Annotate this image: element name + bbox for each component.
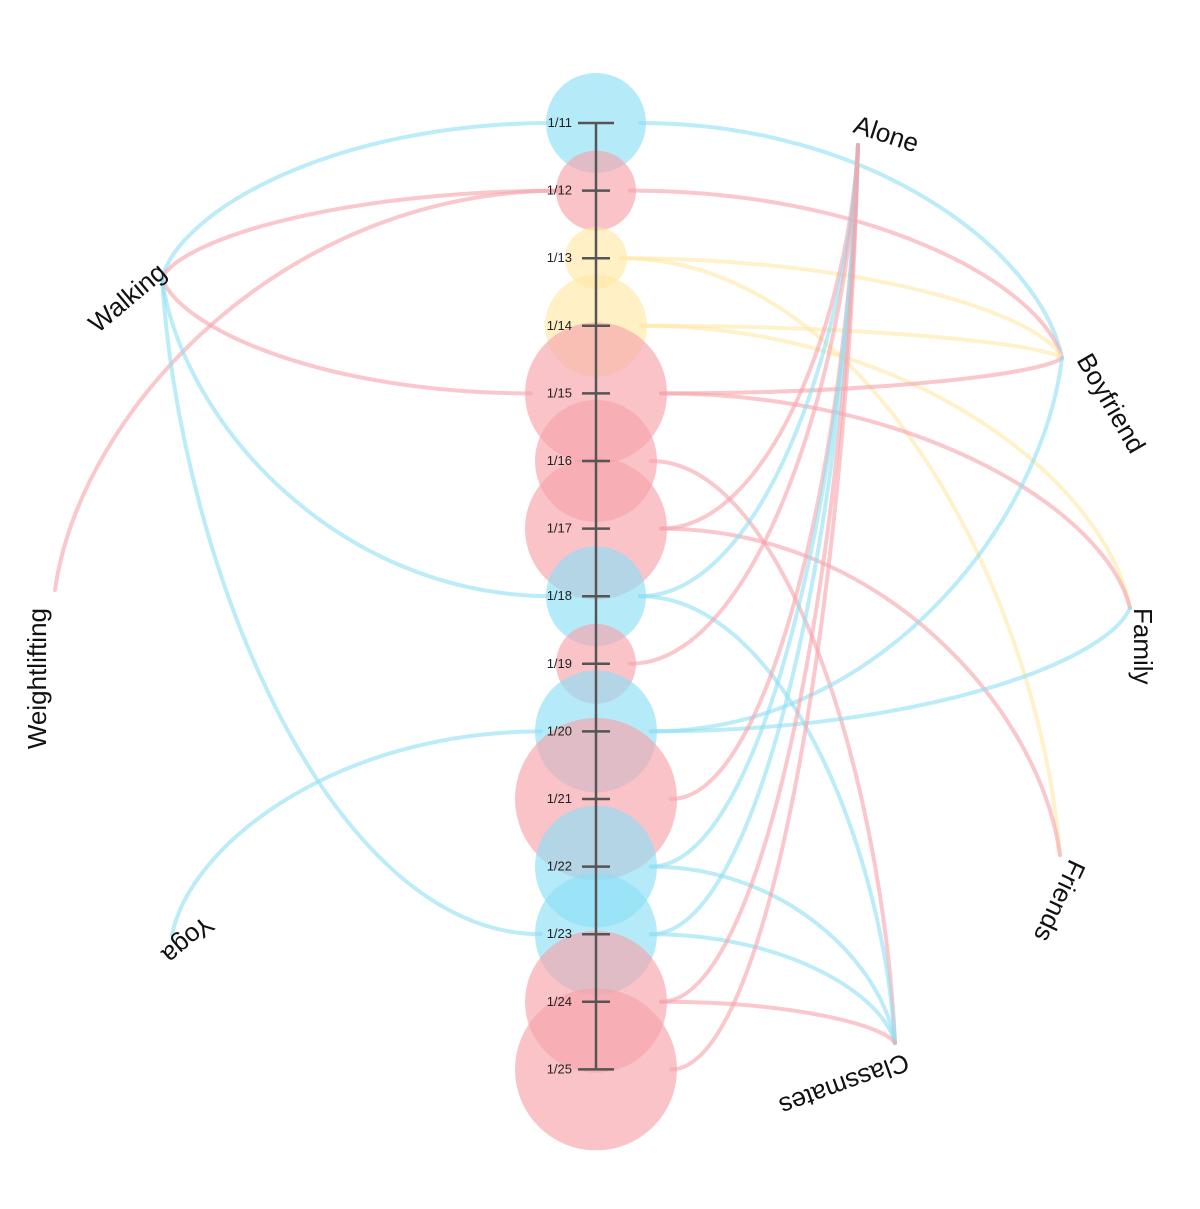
date-label-1-16: 1/16 [547,453,572,468]
link-1-23-walking [160,276,543,937]
link-1-22-classmates [649,864,897,1045]
date-label-1-22: 1/22 [547,859,572,874]
link-1-19-alone [628,143,860,666]
link-1-20-yoga [170,729,543,937]
link-1-25-alone [669,143,860,1072]
date-label-1-13: 1/13 [547,250,572,265]
link-1-20-boyfriend [649,356,1064,734]
date-label-1-18: 1/18 [547,588,572,603]
date-label-1-14: 1/14 [547,318,572,333]
date-label-1-20: 1/20 [547,723,572,738]
link-1-12-weightlifting [53,188,564,592]
date-label-1-17: 1/17 [547,521,572,536]
link-1-15-boyfriend [659,356,1064,396]
link-1-12-boyfriend [628,188,1064,360]
date-label-1-19: 1/19 [547,656,572,671]
category-label-classmates: Classmates [775,1047,913,1122]
category-label-boyfriend: Boyfriend [1071,348,1152,458]
category-label-weightlifting: Weightlifting [22,608,52,749]
links-layer [53,121,1132,1072]
link-1-14-boyfriend [639,323,1064,360]
link-1-17-friends [659,526,1062,857]
date-label-1-15: 1/15 [547,385,572,400]
date-label-1-11: 1/11 [548,115,572,130]
link-1-13-friends [619,256,1062,857]
link-1-15-walking [160,276,533,396]
date-label-1-23: 1/23 [547,926,572,941]
date-label-1-21: 1/21 [547,791,572,806]
category-label-family: Family [1128,608,1158,685]
link-1-12-walking [160,188,564,280]
category-label-alone: Alone [850,109,923,158]
link-1-18-classmates [638,594,897,1045]
link-1-13-boyfriend [619,256,1064,360]
date-label-1-12: 1/12 [547,183,572,198]
link-1-18-walking [160,276,554,599]
link-1-15-family [659,391,1132,610]
link-1-24-classmates [659,999,897,1045]
category-label-walking: Walking [82,257,171,339]
category-label-yoga: Yoga [156,910,220,971]
link-1-11-boyfriend [638,121,1064,360]
link-1-14-family [639,323,1132,610]
link-1-23-classmates [649,932,897,1045]
date-axis: 1/11 1/12 1/13 1/14 1/15 1/16 1/17 1/18 1/19 1/20… [547,115,614,1076]
date-label-1-24: 1/24 [547,994,572,1009]
category-label-friends: Friends [1028,855,1092,946]
link-1-11-walking [160,121,554,280]
date-label-1-25: 1/25 [547,1061,572,1076]
link-1-20-family [649,606,1132,734]
